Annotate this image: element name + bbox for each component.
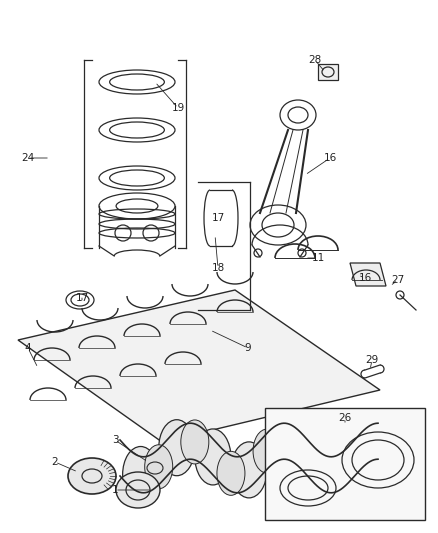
Text: 17: 17 [75, 293, 88, 303]
Text: 28: 28 [308, 55, 321, 65]
Text: 17: 17 [212, 213, 225, 223]
Ellipse shape [217, 451, 245, 495]
Ellipse shape [123, 447, 159, 503]
Bar [265, 408, 425, 520]
Ellipse shape [159, 419, 195, 476]
Ellipse shape [145, 445, 173, 489]
Ellipse shape [195, 429, 231, 485]
Polygon shape [318, 64, 338, 80]
Polygon shape [18, 290, 380, 442]
Text: 26: 26 [339, 413, 352, 423]
Ellipse shape [231, 442, 267, 498]
Text: 16: 16 [323, 153, 337, 163]
Text: 11: 11 [311, 253, 325, 263]
Text: 29: 29 [365, 355, 378, 365]
Text: 1: 1 [112, 485, 118, 495]
Text: 2: 2 [52, 457, 58, 467]
Text: 16: 16 [358, 273, 371, 283]
Text: 4: 4 [25, 343, 31, 353]
Text: 9: 9 [245, 343, 251, 353]
Ellipse shape [267, 413, 303, 469]
Ellipse shape [68, 458, 116, 494]
Text: 18: 18 [212, 263, 225, 273]
Ellipse shape [116, 472, 160, 508]
Text: 27: 27 [392, 275, 405, 285]
Text: 3: 3 [112, 435, 118, 445]
Ellipse shape [181, 420, 209, 464]
Ellipse shape [289, 431, 317, 475]
Ellipse shape [303, 443, 339, 499]
Ellipse shape [253, 429, 281, 473]
Text: 19: 19 [171, 103, 185, 113]
Polygon shape [350, 263, 386, 286]
Text: 24: 24 [21, 153, 35, 163]
